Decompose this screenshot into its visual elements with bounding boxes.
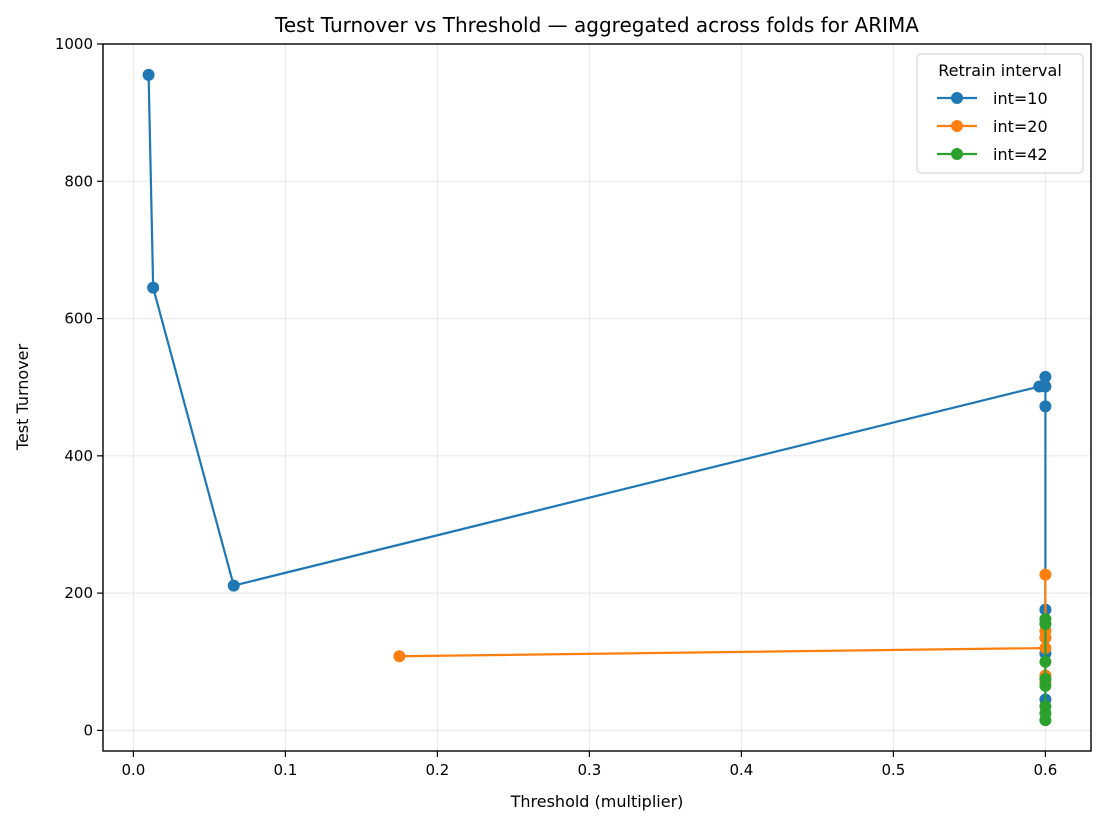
legend-label: int=42 — [993, 145, 1048, 164]
x-tick-label: 0.3 — [577, 761, 601, 779]
data-point — [1039, 714, 1052, 727]
legend-label: int=10 — [993, 89, 1048, 108]
legend-entry: int=20 — [937, 117, 1048, 136]
y-tick-label: 800 — [64, 172, 93, 190]
axes: 0.0 0.1 0.2 0.3 0.4 0.5 0.6 0 200 400 600 800 1000 — [55, 35, 1058, 779]
data-point — [1039, 400, 1052, 413]
y-tick-label: 400 — [64, 447, 93, 465]
data-point — [1039, 370, 1052, 383]
legend-entries: int=10 int=20 int=42 — [937, 89, 1048, 164]
x-axis-label: Threshold (multiplier) — [510, 792, 684, 811]
data-point — [1039, 655, 1052, 668]
legend-marker — [951, 92, 963, 104]
data-point — [227, 579, 240, 592]
x-tick-label: 0.4 — [729, 761, 753, 779]
y-tick-label: 0 — [83, 721, 93, 739]
x-tick-label: 0.5 — [881, 761, 905, 779]
data-point — [1039, 380, 1052, 393]
data-point — [393, 650, 406, 663]
y-tick-label: 1000 — [55, 35, 93, 53]
legend: Retrain interval int=10 int=20 int=42 — [916, 53, 1084, 174]
legend-title: Retrain interval — [938, 61, 1062, 80]
legend-marker — [951, 120, 963, 132]
plot-frame — [102, 43, 1092, 752]
series-int=42 — [1039, 613, 1052, 727]
data-point — [1039, 568, 1052, 581]
y-tick-label: 200 — [64, 584, 93, 602]
x-tick-label: 0.2 — [425, 761, 449, 779]
series-layer — [142, 68, 1052, 727]
legend-entry: int=42 — [937, 145, 1048, 164]
x-tick-label: 0.1 — [273, 761, 297, 779]
x-tick-label: 0.6 — [1033, 761, 1057, 779]
legend-box — [916, 53, 1084, 174]
data-point — [142, 68, 155, 81]
data-point — [1039, 618, 1052, 631]
legend-entry: int=10 — [937, 89, 1048, 108]
y-axis-label: Test Turnover — [13, 343, 32, 451]
grid — [103, 43, 1091, 751]
legend-marker — [951, 148, 963, 160]
chart-title: Test Turnover vs Threshold — aggregated … — [274, 13, 919, 37]
y-tick-label: 600 — [64, 310, 93, 328]
data-point — [1039, 679, 1052, 692]
x-tick-label: 0.0 — [121, 761, 145, 779]
legend-label: int=20 — [993, 117, 1048, 136]
data-point — [147, 281, 160, 294]
